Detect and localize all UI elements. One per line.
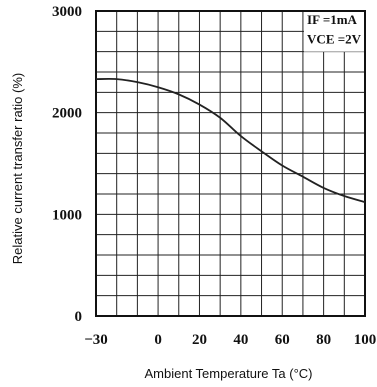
ctr-curve-line xyxy=(95,77,366,203)
condition-if: IF =1mA xyxy=(307,12,358,27)
chart-grid xyxy=(96,11,365,316)
x-tick-labels: −30 0 20 40 60 80 100 xyxy=(84,332,376,348)
x-axis-label: Ambient Temperature Ta (°C) xyxy=(144,366,312,381)
plot-frame xyxy=(95,10,366,317)
x-tick-label: 20 xyxy=(192,332,207,348)
y-axis-label: Relative current transfer ratio (%) xyxy=(10,73,25,264)
x-tick-label: 60 xyxy=(275,332,290,348)
x-tick-label: 0 xyxy=(154,332,162,348)
y-tick-label: 3000 xyxy=(52,4,82,20)
y-tick-labels: 0 1000 2000 3000 xyxy=(52,4,82,325)
y-tick-label: 1000 xyxy=(52,207,82,223)
x-tick-label: 80 xyxy=(316,332,331,348)
y-tick-label: 0 xyxy=(75,309,83,325)
x-tick-label: −30 xyxy=(84,332,108,348)
conditions-box xyxy=(303,12,364,52)
x-tick-label: 40 xyxy=(233,332,248,348)
condition-vce: VCE =2V xyxy=(307,32,362,47)
x-tick-label: 100 xyxy=(354,332,377,348)
y-tick-label: 2000 xyxy=(52,106,82,122)
